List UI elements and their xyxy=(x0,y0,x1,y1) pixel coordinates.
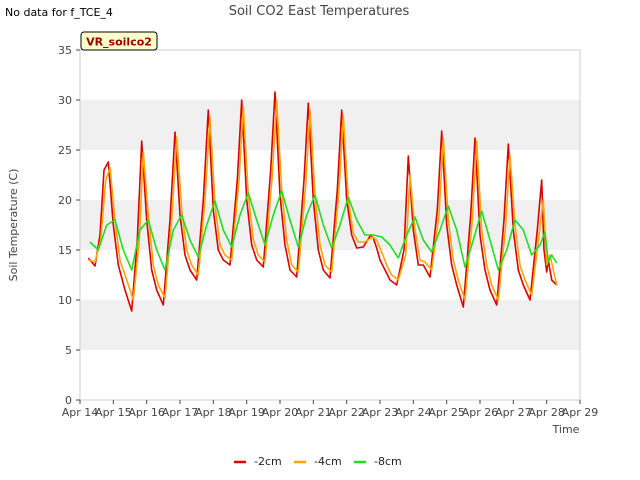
y-tick-label: 35 xyxy=(58,44,72,57)
chart-title: Soil CO2 East Temperatures xyxy=(229,4,410,19)
x-tick-label: Apr 14 xyxy=(62,406,99,419)
legend-label: -2cm xyxy=(254,455,282,468)
legend-label: -4cm xyxy=(314,455,342,468)
y-axis: 0 5 10 15 20 25 30 35 xyxy=(58,44,80,407)
y-axis-label: Soil Temperature (C) xyxy=(7,169,20,282)
x-tick-label: Apr 29 xyxy=(562,406,599,419)
y-tick-label: 20 xyxy=(58,194,72,207)
series-line-2cm xyxy=(87,91,558,312)
grid-bands xyxy=(80,100,580,350)
x-tick-label: Apr 23 xyxy=(362,406,399,419)
x-tick-label: Apr 28 xyxy=(528,406,565,419)
y-tick-label: 5 xyxy=(65,344,72,357)
x-tick-label: Apr 18 xyxy=(195,406,232,419)
x-tick-label: Apr 17 xyxy=(162,406,199,419)
badge-label: VR_soilco2 xyxy=(86,36,152,49)
x-tick-label: Apr 24 xyxy=(395,406,432,419)
plot-frame xyxy=(79,49,581,401)
y-tick-label: 0 xyxy=(65,394,72,407)
grid-band xyxy=(80,300,580,350)
x-tick-label: Apr 27 xyxy=(495,406,532,419)
x-tick-label: Apr 25 xyxy=(428,406,465,419)
legend-label: -8cm xyxy=(374,455,402,468)
x-tick-label: Apr 21 xyxy=(295,406,332,419)
y-tick-label: 30 xyxy=(58,94,72,107)
y-tick-label: 15 xyxy=(58,244,72,257)
legend: -2cm -4cm -8cm xyxy=(234,455,402,468)
y-tick-label: 10 xyxy=(58,294,72,307)
badge: VR_soilco2 xyxy=(80,31,158,51)
series-lines xyxy=(87,91,558,312)
x-tick-label: Apr 22 xyxy=(328,406,365,419)
grid-band xyxy=(80,100,580,150)
no-data-note: No data for f_TCE_4 xyxy=(5,6,113,19)
x-tick-label: Apr 15 xyxy=(95,406,132,419)
y-tick-label: 25 xyxy=(58,144,72,157)
x-tick-label: Apr 16 xyxy=(128,406,165,419)
x-tick-label: Apr 19 xyxy=(228,406,265,419)
x-axis-label: Time xyxy=(552,423,580,436)
series-line-8cm xyxy=(89,190,558,271)
x-tick-label: Apr 20 xyxy=(262,406,299,419)
x-tick-label: Apr 26 xyxy=(462,406,499,419)
